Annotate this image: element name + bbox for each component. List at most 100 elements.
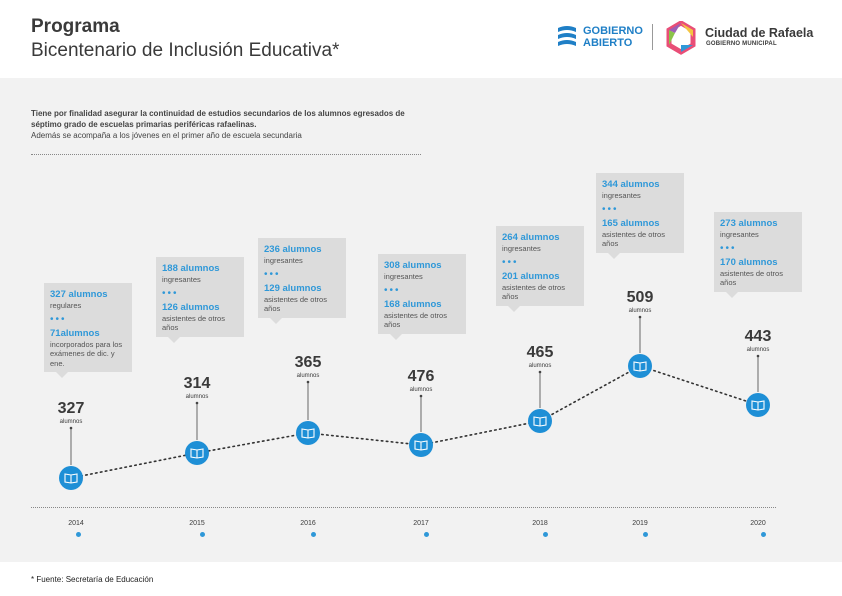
leader-dot bbox=[756, 354, 760, 358]
callout-primary-desc: regulares bbox=[50, 301, 82, 310]
callout-dots: ••• bbox=[50, 313, 67, 325]
callout-primary: 236 alumnos bbox=[264, 244, 322, 255]
logo-divider bbox=[652, 24, 653, 50]
book-icon bbox=[751, 400, 765, 411]
book-icon bbox=[633, 361, 647, 372]
data-label-value: 327 bbox=[57, 400, 85, 417]
callout-dots: ••• bbox=[264, 268, 281, 280]
callout-primary: 344 alumnos bbox=[602, 179, 660, 190]
callout-secondary-desc: asistentes de otros años bbox=[602, 229, 665, 249]
callout-primary-desc: ingresantes bbox=[502, 244, 541, 253]
book-icon bbox=[64, 473, 78, 484]
data-point-marker bbox=[528, 409, 552, 433]
callout-box: 188 alumnos ingresantes ••• 126 alumnos asis… bbox=[156, 257, 244, 342]
leader-dot bbox=[419, 394, 423, 398]
leader-dot bbox=[538, 370, 542, 374]
callout-dots: ••• bbox=[602, 203, 619, 215]
data-label-value: 365 bbox=[294, 354, 322, 371]
callout-box: 273 alumnos ingresantes ••• 170 alumnos asis… bbox=[714, 212, 802, 297]
callout-primary: 264 alumnos bbox=[502, 232, 560, 243]
data-label-value: 314 bbox=[183, 375, 211, 392]
x-tick-dot bbox=[311, 532, 316, 537]
gobierno-abierto-logo: GOBIERNO ABIERTO bbox=[583, 25, 643, 49]
callout-secondary: 168 alumnos bbox=[384, 298, 442, 310]
intro-normal: Además se acompaña a los jóvenes en el p… bbox=[31, 131, 302, 140]
intro-divider bbox=[31, 154, 421, 155]
callout-dots: ••• bbox=[720, 242, 737, 254]
callout-secondary-desc: asistentes de otros años bbox=[720, 268, 783, 288]
callout-secondary: 129 alumnos bbox=[264, 282, 322, 294]
callout-box: 344 alumnos ingresantes ••• 165 alumnos asis… bbox=[596, 173, 684, 258]
callout-box: 264 alumnos ingresantes ••• 201 alumnos asis… bbox=[496, 226, 584, 311]
callout-primary: 308 alumnos bbox=[384, 260, 442, 271]
x-tick-label: 2018 bbox=[532, 520, 548, 527]
callout-secondary-desc: incorporados para los exámenes de dic. y… bbox=[50, 339, 123, 368]
data-label-unit: alumnos bbox=[409, 387, 433, 393]
logo-left-line1: GOBIERNO bbox=[583, 25, 643, 37]
callout-primary-desc: ingresantes bbox=[384, 272, 423, 281]
callout-secondary: 71alumnos bbox=[50, 327, 100, 339]
x-axis-line bbox=[31, 507, 776, 508]
data-point-marker bbox=[409, 433, 433, 457]
book-icon bbox=[533, 416, 547, 427]
x-tick-label: 2016 bbox=[300, 520, 316, 527]
x-tick-label: 2020 bbox=[750, 520, 766, 527]
data-label-value: 465 bbox=[526, 344, 554, 361]
x-tick-dot bbox=[424, 532, 429, 537]
page-subtitle: Bicentenario de Inclusión Educativa* bbox=[31, 40, 340, 61]
callout-primary-desc: ingresantes bbox=[264, 256, 303, 265]
book-icon bbox=[414, 440, 428, 451]
callout-secondary: 165 alumnos bbox=[602, 217, 660, 229]
callout-primary: 327 alumnos bbox=[50, 289, 108, 300]
callout-box: 236 alumnos ingresantes ••• 129 alumnos asis… bbox=[258, 238, 346, 323]
callout-dots: ••• bbox=[502, 256, 519, 268]
data-point-marker bbox=[59, 466, 83, 490]
book-icon bbox=[301, 428, 315, 439]
callout-secondary-desc: asistentes de otros años bbox=[384, 310, 447, 330]
callout-secondary: 201 alumnos bbox=[502, 270, 560, 282]
gobierno-abierto-logo-icon bbox=[558, 26, 576, 46]
callout-secondary-desc: asistentes de otros años bbox=[162, 313, 225, 333]
data-label-unit: alumnos bbox=[528, 363, 552, 369]
data-point-marker bbox=[628, 354, 652, 378]
leader-dot bbox=[306, 380, 310, 384]
callout-secondary-desc: asistentes de otros años bbox=[502, 282, 565, 302]
callout-primary-desc: ingresantes bbox=[602, 191, 641, 200]
data-label-unit: alumnos bbox=[59, 419, 83, 425]
ciudad-de-rafaela-logo-icon bbox=[666, 21, 696, 55]
callout-secondary: 170 alumnos bbox=[720, 256, 778, 268]
leader-dot bbox=[638, 315, 642, 319]
callout-box: 327 alumnos regulares ••• 71alumnos incorpor… bbox=[44, 283, 132, 378]
leader-dot bbox=[69, 426, 73, 430]
x-tick-dot bbox=[761, 532, 766, 537]
data-point-marker bbox=[185, 441, 209, 465]
header: Programa Bicentenario de Inclusión Educa… bbox=[0, 0, 842, 78]
footnote: * Fuente: Secretaría de Educación bbox=[31, 575, 154, 584]
ciudad-de-rafaela-sub: GOBIERNO MUNICIPAL bbox=[706, 41, 777, 47]
data-label-unit: alumnos bbox=[628, 308, 652, 314]
callout-primary: 273 alumnos bbox=[720, 218, 778, 229]
data-label-value: 443 bbox=[744, 328, 772, 345]
data-point-marker bbox=[746, 393, 770, 417]
x-tick-dot bbox=[76, 532, 81, 537]
x-tick-dot bbox=[643, 532, 648, 537]
callout-dots: ••• bbox=[384, 284, 401, 296]
intro-bold: Tiene por finalidad asegurar la continui… bbox=[31, 109, 405, 129]
ciudad-de-rafaela-name: Ciudad de Rafaela bbox=[705, 26, 814, 40]
data-point-marker bbox=[296, 421, 320, 445]
callout-dots: ••• bbox=[162, 287, 179, 299]
callout-box: 308 alumnos ingresantes ••• 168 alumnos asis… bbox=[378, 254, 466, 339]
callout-primary-desc: ingresantes bbox=[720, 230, 759, 239]
book-icon bbox=[190, 448, 204, 459]
data-label-unit: alumnos bbox=[746, 347, 770, 353]
data-label-unit: alumnos bbox=[185, 394, 209, 400]
x-tick-label: 2019 bbox=[632, 520, 648, 527]
x-tick-label: 2014 bbox=[68, 520, 84, 527]
x-tick-dot bbox=[200, 532, 205, 537]
logo-left-line2: ABIERTO bbox=[583, 37, 633, 49]
callout-secondary: 126 alumnos bbox=[162, 301, 220, 313]
data-label-value: 476 bbox=[407, 368, 435, 385]
data-label-value: 509 bbox=[626, 289, 654, 306]
x-tick-label: 2017 bbox=[413, 520, 429, 527]
x-tick-dot bbox=[543, 532, 548, 537]
